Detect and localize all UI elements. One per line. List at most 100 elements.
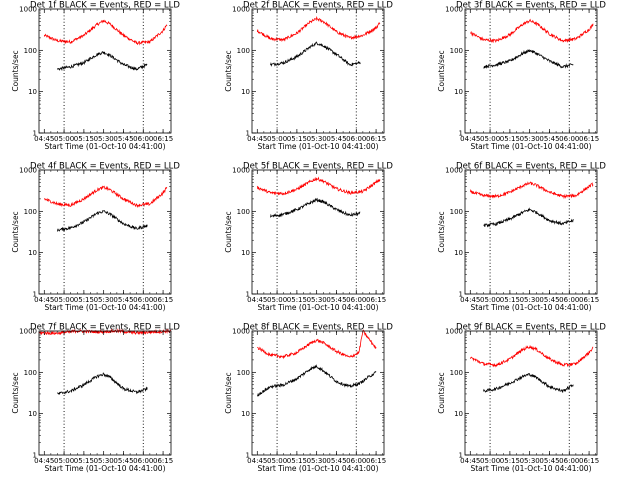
x-tick-label: 06:00 — [559, 296, 579, 304]
x-axis-label: Start Time (01-Oct-10 04:41:00) — [44, 464, 165, 473]
x-tick-label: 06:15 — [579, 135, 599, 143]
y-tick-label: 10 — [454, 249, 463, 257]
subplot-title: Det 9f BLACK = Events, RED = LLD — [456, 323, 606, 333]
x-axis-label: Start Time (01-Oct-10 04:41:00) — [257, 464, 378, 473]
y-tick-label: 1 — [459, 291, 463, 299]
y-tick-label: 10 — [28, 410, 37, 418]
x-tick-label: 06:00 — [346, 135, 366, 143]
y-tick-label: 10 — [28, 249, 37, 257]
y-tick-label: 1000 — [19, 167, 37, 175]
x-tick-label: 05:15 — [74, 135, 94, 143]
y-axis-label: Counts/sec — [224, 50, 233, 91]
lld-rate-line — [257, 329, 377, 360]
x-tick-label: 05:00 — [54, 135, 74, 143]
x-tick-label: 05:00 — [267, 296, 287, 304]
x-tick-label: 06:15 — [153, 135, 173, 143]
y-tick-label: 1000 — [445, 6, 463, 14]
y-tick-label: 1 — [459, 452, 463, 460]
y-tick-label: 100 — [24, 369, 37, 377]
events-rate-line — [270, 197, 361, 218]
y-axis-label: Counts/sec — [11, 211, 20, 252]
x-tick-label: 05:00 — [480, 135, 500, 143]
events-rate-line — [256, 364, 377, 397]
x-tick-label: 06:15 — [579, 296, 599, 304]
x-axis-label: Start Time (01-Oct-10 04:41:00) — [257, 303, 378, 312]
x-tick-label: 06:15 — [366, 296, 386, 304]
x-tick-label: 04:45 — [247, 457, 267, 465]
x-tick-label: 05:15 — [500, 135, 520, 143]
plot-frame — [251, 169, 385, 295]
y-axis-label: Counts/sec — [437, 211, 446, 252]
x-tick-label: 05:30 — [94, 296, 114, 304]
y-tick-label: 10 — [454, 88, 463, 96]
lld-rate-line — [470, 18, 594, 44]
subplot-title: Det 2f BLACK = Events, RED = LLD — [243, 1, 393, 11]
plot-frame — [464, 330, 598, 456]
y-axis-label: Counts/sec — [437, 372, 446, 413]
y-tick-label: 1 — [459, 130, 463, 138]
x-tick-label: 05:15 — [500, 296, 520, 304]
x-tick-label: 06:00 — [346, 457, 366, 465]
y-tick-label: 1000 — [232, 6, 250, 14]
x-tick-label: 05:15 — [287, 135, 307, 143]
x-tick-label: 05:30 — [520, 296, 540, 304]
plot-frame — [251, 8, 385, 134]
x-tick-label: 04:45 — [460, 296, 480, 304]
x-tick-label: 05:45 — [113, 457, 133, 465]
plot-frame — [251, 330, 385, 456]
x-tick-label: 05:30 — [520, 457, 540, 465]
y-tick-label: 1 — [33, 130, 37, 138]
x-tick-label: 04:45 — [34, 135, 54, 143]
x-tick-label: 05:15 — [287, 457, 307, 465]
subplot-title: Det 3f BLACK = Events, RED = LLD — [456, 1, 606, 11]
events-rate-line — [57, 51, 148, 72]
y-axis-label: Counts/sec — [224, 211, 233, 252]
x-tick-label: 05:00 — [480, 457, 500, 465]
lld-rate-line — [256, 15, 381, 43]
y-tick-label: 10 — [241, 249, 250, 257]
x-tick-label: 05:45 — [113, 296, 133, 304]
lld-rate-line — [43, 19, 168, 46]
x-axis-label: Start Time (01-Oct-10 04:41:00) — [257, 142, 378, 151]
subplot-title: Det 6f BLACK = Events, RED = LLD — [456, 162, 606, 172]
x-tick-label: 05:45 — [326, 296, 346, 304]
x-tick-label: 05:15 — [287, 296, 307, 304]
y-tick-label: 1 — [246, 130, 250, 138]
y-tick-label: 10 — [241, 88, 250, 96]
x-tick-label: 06:00 — [133, 457, 153, 465]
x-tick-label: 04:45 — [247, 296, 267, 304]
x-tick-label: 05:30 — [307, 135, 327, 143]
x-tick-label: 05:45 — [539, 457, 559, 465]
x-tick-label: 04:45 — [34, 457, 54, 465]
y-tick-label: 10 — [241, 410, 250, 418]
x-axis-label: Start Time (01-Oct-10 04:41:00) — [470, 142, 591, 151]
plot-frame — [464, 8, 598, 134]
subplot-title: Det 8f BLACK = Events, RED = LLD — [243, 323, 393, 333]
lld-rate-line — [44, 185, 168, 208]
x-tick-label: 05:15 — [74, 296, 94, 304]
subplot-title: Det 5f BLACK = Events, RED = LLD — [243, 162, 393, 172]
y-axis-label: Counts/sec — [224, 372, 233, 413]
x-tick-label: 05:45 — [326, 457, 346, 465]
y-tick-label: 1000 — [445, 328, 463, 336]
plot-frame — [38, 169, 172, 295]
y-tick-label: 100 — [237, 369, 250, 377]
events-rate-line — [483, 373, 574, 393]
lld-rate-line — [469, 345, 594, 368]
x-axis-label: Start Time (01-Oct-10 04:41:00) — [470, 464, 591, 473]
x-tick-label: 05:00 — [267, 457, 287, 465]
events-rate-line — [57, 372, 148, 395]
lld-rate-line — [256, 176, 381, 196]
x-tick-label: 05:30 — [520, 135, 540, 143]
x-tick-label: 05:45 — [539, 135, 559, 143]
x-tick-label: 05:15 — [500, 457, 520, 465]
x-tick-label: 05:00 — [54, 457, 74, 465]
subplot-title: Det 7f BLACK = Events, RED = LLD — [30, 323, 180, 333]
x-tick-label: 05:45 — [326, 135, 346, 143]
x-tick-label: 04:45 — [460, 135, 480, 143]
